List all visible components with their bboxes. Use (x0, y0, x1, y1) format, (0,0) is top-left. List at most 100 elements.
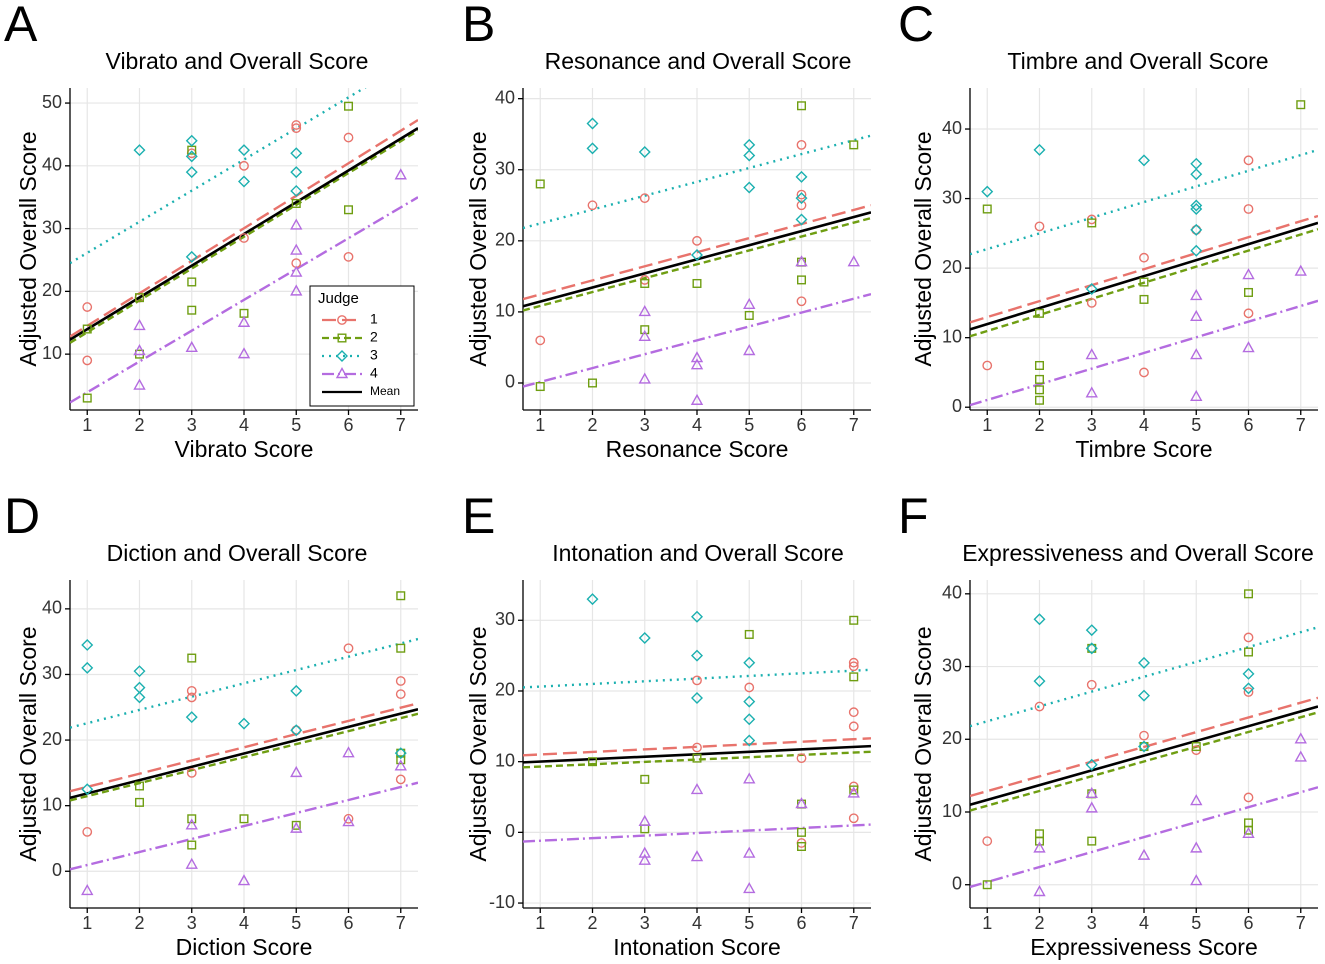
x-tick-label: 7 (396, 913, 406, 933)
x-tick-label: 6 (1243, 913, 1253, 933)
point (1033, 143, 1046, 156)
point (1085, 786, 1098, 799)
point (1138, 154, 1150, 167)
y-tick-label: 10 (42, 343, 62, 363)
point (797, 101, 807, 111)
point (692, 742, 702, 753)
point (239, 233, 249, 243)
point (291, 120, 302, 130)
point (638, 329, 651, 341)
point (849, 785, 859, 795)
x-tick-label: 6 (796, 415, 806, 435)
point (290, 166, 303, 179)
y-tick-label: 10 (495, 750, 515, 770)
point (982, 360, 993, 371)
fit-line (970, 148, 1318, 256)
y-tick-label: 20 (942, 257, 962, 277)
panel-letter: A (4, 0, 38, 52)
point (1190, 309, 1203, 322)
point (743, 297, 756, 309)
point (982, 204, 992, 214)
point (1190, 389, 1203, 401)
panel: A Vibrato and Overall Score Vibrato Score A… (4, 0, 418, 462)
legend-label: Mean (370, 384, 400, 398)
fit-line (970, 299, 1318, 407)
point (1243, 155, 1254, 166)
point (185, 340, 198, 353)
point (1085, 348, 1098, 360)
point (690, 783, 704, 795)
point (743, 713, 756, 726)
point (1191, 742, 1201, 752)
point (187, 653, 197, 663)
point (587, 757, 597, 767)
point (344, 101, 354, 111)
point (638, 304, 651, 317)
point (690, 850, 704, 862)
point (335, 367, 349, 379)
y-tick-label: 20 (42, 729, 62, 749)
x-tick-label: 7 (849, 913, 859, 933)
point (290, 184, 303, 197)
point (1296, 100, 1306, 110)
point (743, 772, 756, 784)
point (1190, 874, 1203, 886)
fit-line (970, 228, 1318, 338)
fit-line (970, 786, 1318, 889)
mean-fit-line (970, 705, 1318, 806)
y-tick-label: 0 (52, 860, 62, 880)
point (1242, 826, 1255, 839)
point (795, 192, 808, 205)
point (187, 277, 197, 287)
point (342, 815, 355, 827)
point (744, 682, 755, 693)
point (587, 200, 598, 211)
x-tick-label: 4 (1139, 913, 1149, 933)
point (394, 759, 407, 771)
point (1087, 836, 1097, 846)
x-tick-label: 3 (1087, 913, 1097, 933)
fit-line (523, 737, 871, 757)
point (185, 711, 198, 724)
x-tick-label: 3 (187, 415, 197, 435)
point (743, 344, 756, 356)
point (186, 767, 197, 778)
point (396, 643, 406, 653)
x-tick-label: 4 (692, 913, 702, 933)
point (796, 200, 807, 211)
panel-letter: B (462, 0, 495, 52)
point (848, 661, 859, 672)
y-tick-label: 20 (42, 280, 62, 300)
point (1139, 277, 1149, 287)
point (1034, 221, 1045, 232)
point (795, 797, 808, 809)
x-tick-label: 2 (587, 913, 597, 933)
point (133, 344, 146, 356)
point (849, 140, 859, 150)
point (638, 145, 651, 158)
x-tick-label: 1 (82, 913, 92, 933)
point (1034, 395, 1044, 405)
point (1034, 308, 1044, 318)
point (237, 347, 251, 359)
point (982, 880, 992, 890)
point (797, 827, 807, 837)
point (185, 857, 198, 869)
point (1139, 367, 1149, 378)
x-axis-label: Expressiveness Score (1030, 934, 1258, 960)
point (1139, 730, 1149, 741)
x-tick-label: 6 (343, 415, 353, 435)
x-tick-label: 6 (1243, 415, 1253, 435)
mean-fit-line (970, 221, 1318, 331)
x-tick-label: 7 (1296, 415, 1306, 435)
point (82, 393, 92, 403)
point (692, 675, 702, 686)
x-tick-label: 5 (1191, 913, 1201, 933)
point (795, 170, 808, 183)
y-tick-label: 40 (942, 118, 962, 138)
point (238, 144, 250, 157)
point (290, 147, 303, 160)
x-tick-label: 7 (1296, 913, 1306, 933)
x-tick-label: 1 (982, 913, 992, 933)
